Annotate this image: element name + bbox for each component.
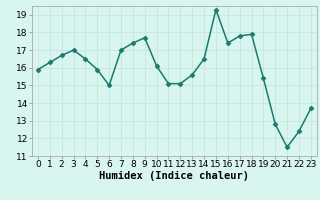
X-axis label: Humidex (Indice chaleur): Humidex (Indice chaleur) [100, 171, 249, 181]
